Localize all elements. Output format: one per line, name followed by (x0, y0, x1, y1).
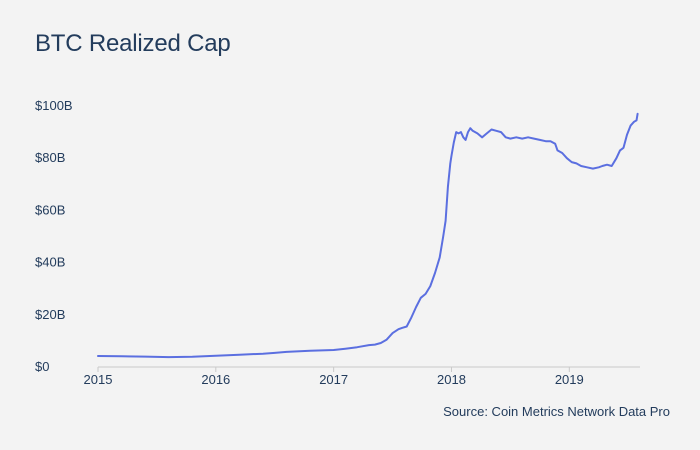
series-layer (97, 112, 639, 359)
source-note: Source: Coin Metrics Network Data Pro (443, 404, 670, 419)
y-tick-label: $0 (35, 359, 49, 374)
x-tick-label: 2016 (201, 372, 230, 387)
y-tick-label: $100B (35, 98, 73, 113)
y-tick-label: $40B (35, 255, 65, 270)
x-tick-label: 2018 (437, 372, 466, 387)
x-tick-label: 2019 (555, 372, 584, 387)
realized-cap-series-line (97, 112, 639, 359)
x-tick-label: 2017 (319, 372, 348, 387)
y-tick-label: $20B (35, 307, 65, 322)
y-tick-label: $60B (35, 202, 65, 217)
chart-title: BTC Realized Cap (35, 30, 231, 57)
y-tick-label: $80B (35, 150, 65, 165)
x-tick-label: 2015 (84, 372, 113, 387)
axis-layer: $0 $20B $40B $60B $80B $100B 2015 2016 2017 2018 2… (35, 98, 640, 387)
